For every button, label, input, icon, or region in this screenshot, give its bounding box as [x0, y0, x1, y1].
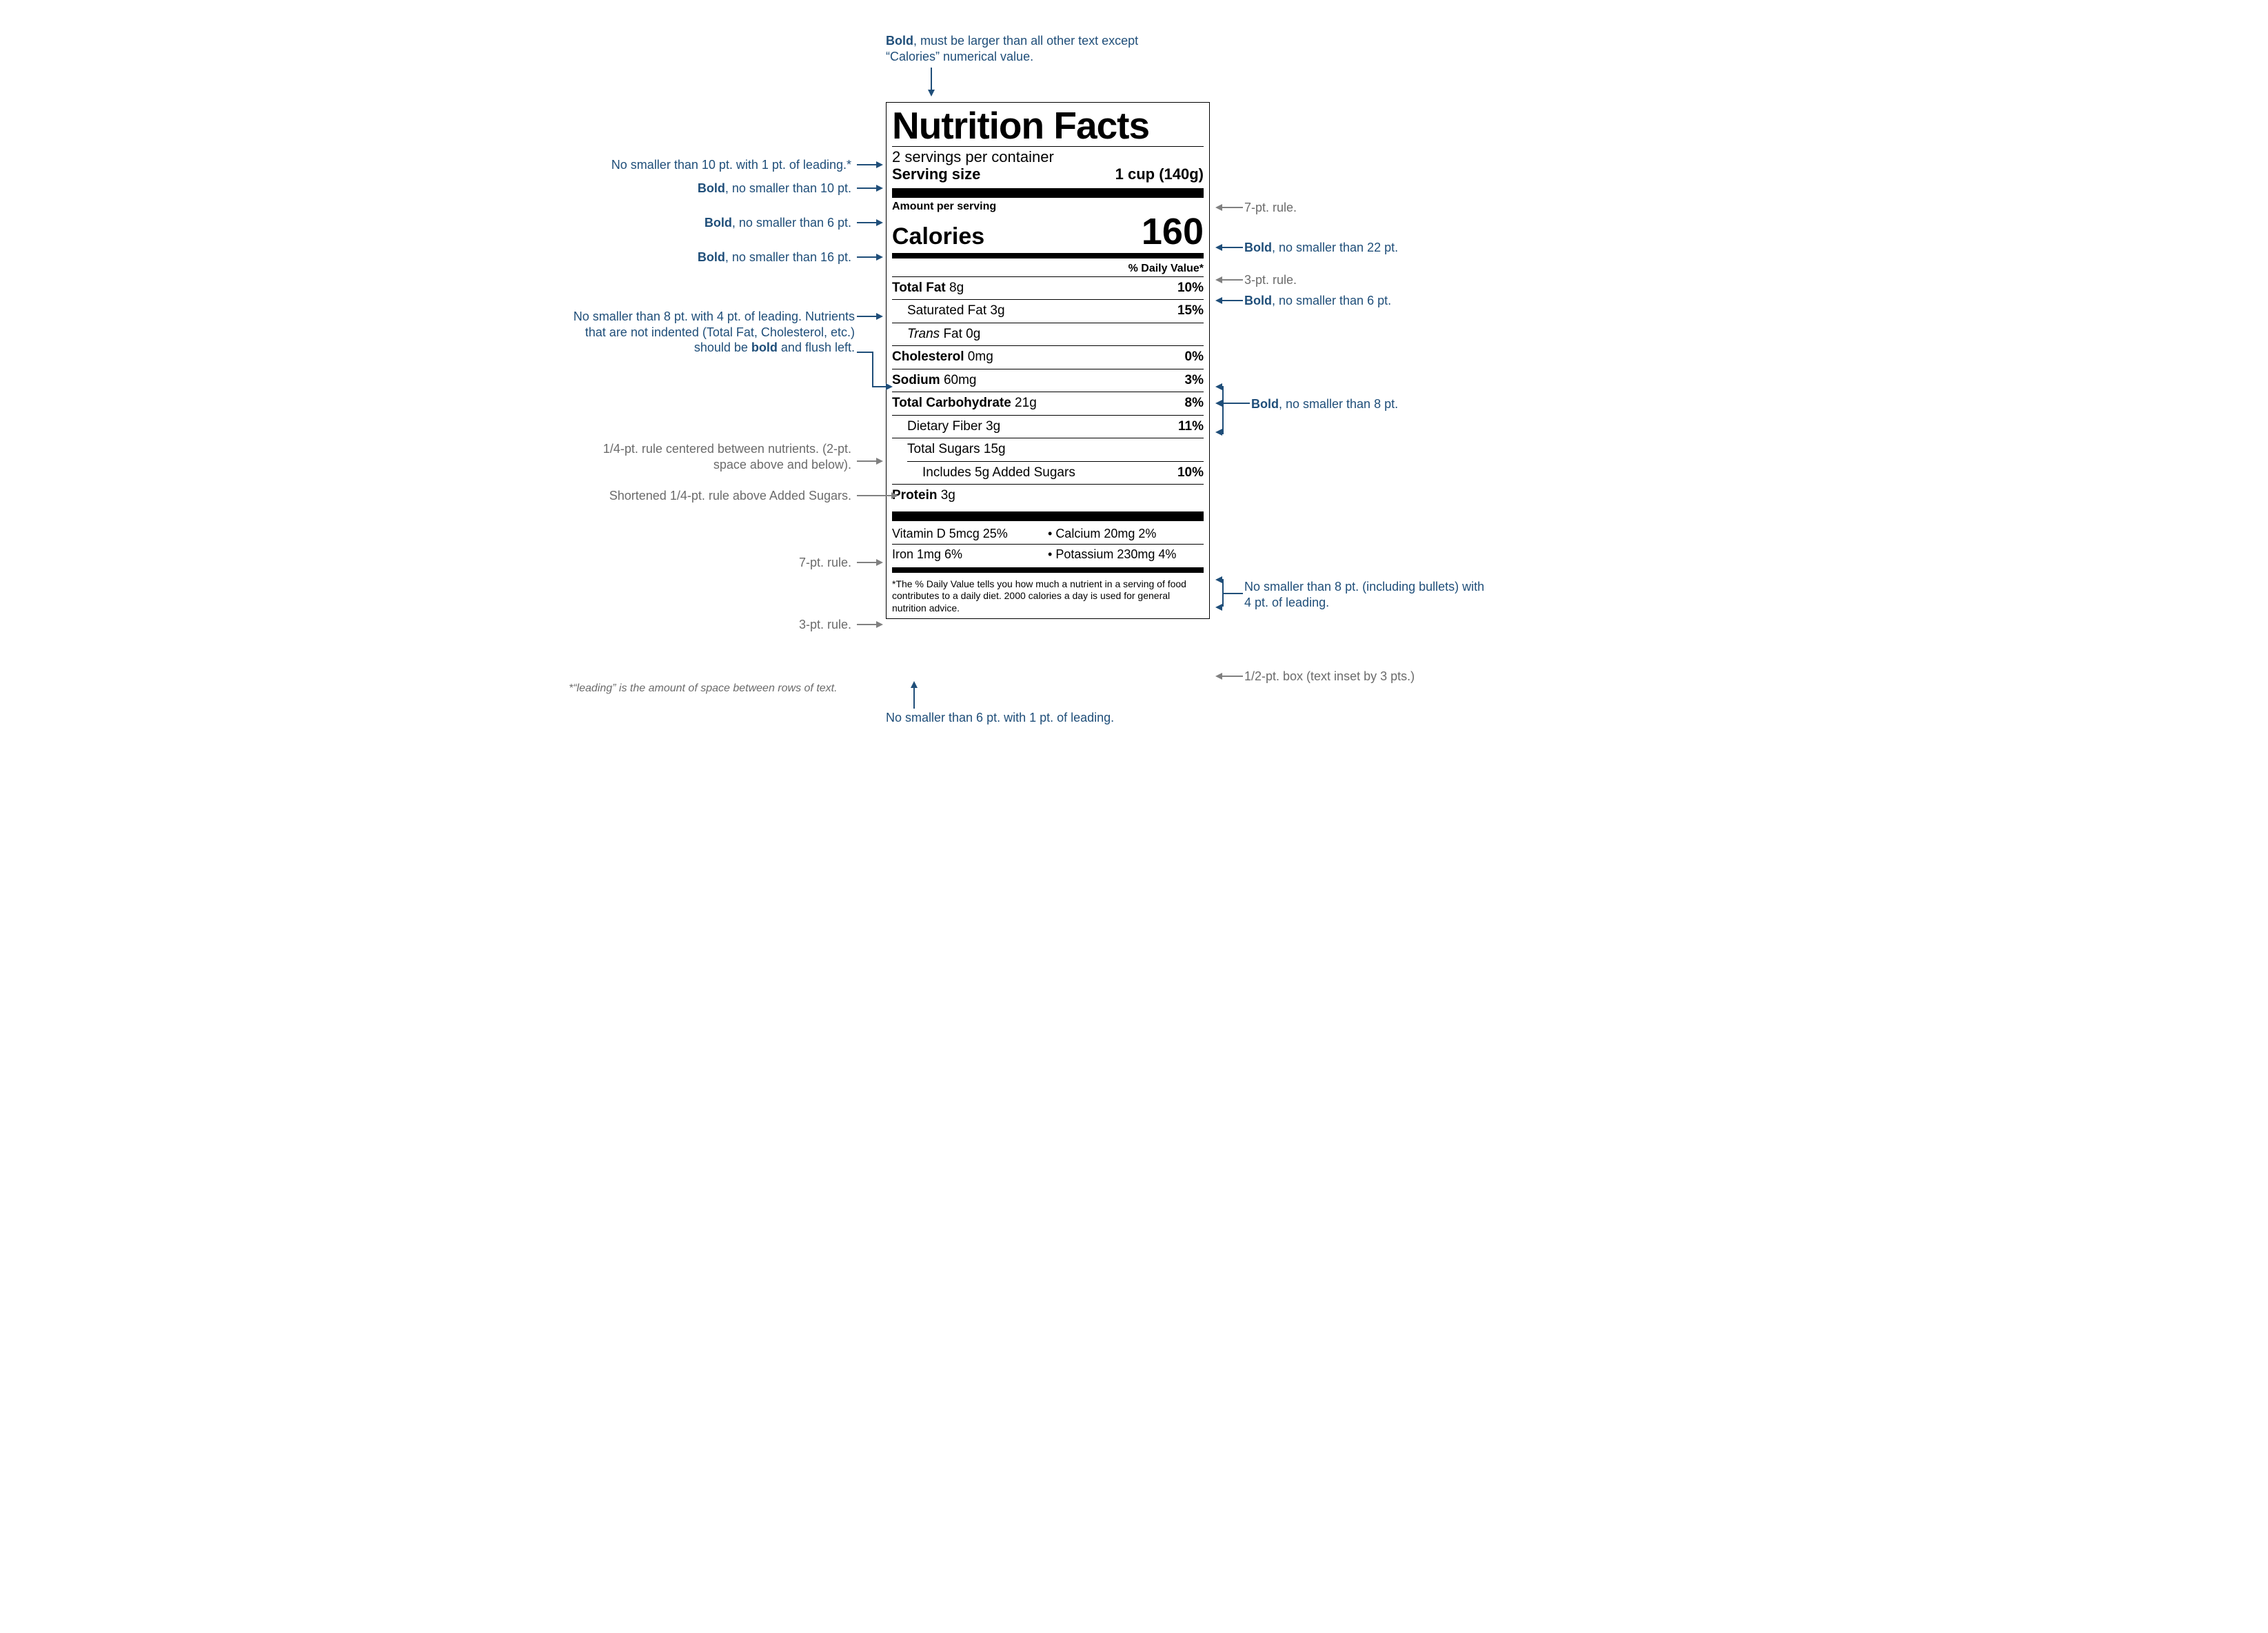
nutrient-row: Dietary Fiber 3g 11%	[892, 415, 1204, 438]
nutrient-label: Includes 5g Added Sugars	[892, 463, 1075, 483]
nutrient-rows: Total Fat 8g 10% Saturated Fat 3g 15% Trans …	[892, 276, 1204, 507]
serving-size-row: Serving size 1 cup (140g)	[892, 165, 1204, 183]
rule-7pt-before-vitamins	[892, 511, 1204, 521]
leading-note: *“leading” is the amount of space betwee…	[569, 682, 838, 695]
nutrient-label: Sodium 60mg	[892, 371, 976, 391]
vitamins-grid: Vitamin D 5mcg 25% Calcium 20mg 2% Iron …	[892, 524, 1204, 565]
diagram-stage: Nutrition Facts 2 servings per container…	[555, 28, 1713, 896]
anno-right-7pt: 7-pt. rule.	[1244, 200, 1297, 216]
iron: Iron 1mg 6%	[892, 544, 1048, 565]
anno-left-7pt: 7-pt. rule.	[569, 555, 851, 571]
nutrient-label: Dietary Fiber 3g	[892, 417, 1000, 437]
calories-value: 160	[1142, 213, 1204, 250]
rule-7pt-top	[892, 188, 1204, 198]
anno-right-3pt: 3-pt. rule.	[1244, 272, 1297, 288]
nutrient-pct: 10%	[1177, 463, 1204, 483]
serving-size-value: 1 cup (140g)	[1115, 165, 1204, 183]
nutrition-facts-panel: Nutrition Facts 2 servings per container…	[886, 102, 1210, 619]
servings-per-container: 2 servings per container	[892, 148, 1204, 165]
footnote-text: *The % Daily Value tells you how much a …	[892, 576, 1204, 615]
potassium: Potassium 230mg 4%	[1048, 544, 1204, 565]
anno-title: Bold, must be larger than all other text…	[886, 33, 1189, 64]
anno-vitamins: No smaller than 8 pt. (including bullets…	[1244, 579, 1492, 610]
anno-nutrient-block: No smaller than 8 pt. with 4 pt. of lead…	[555, 309, 855, 356]
anno-serving-size: Bold, no smaller than 10 pt.	[569, 181, 851, 196]
anno-amount: Bold, no smaller than 6 pt.	[569, 215, 851, 231]
nutrient-row: Protein 3g	[892, 484, 1204, 507]
nutrient-pct: 10%	[1177, 278, 1204, 298]
nutrient-pct: 11%	[1178, 417, 1204, 437]
rule-3pt-after-calories	[892, 253, 1204, 258]
nutrient-label: Total Carbohydrate 21g	[892, 394, 1037, 414]
calories-row: Calories 160	[892, 213, 1204, 250]
nutrient-pct: 3%	[1185, 371, 1204, 391]
vitamin-d: Vitamin D 5mcg 25%	[892, 524, 1048, 544]
anno-box: 1/2-pt. box (text inset by 3 pts.)	[1244, 669, 1415, 684]
calcium: Calcium 20mg 2%	[1048, 524, 1204, 544]
nutrient-row: Sodium 60mg 3%	[892, 369, 1204, 392]
nutrient-row: Includes 5g Added Sugars 10%	[892, 462, 1204, 485]
nutrient-row: Trans Fat 0g	[892, 323, 1204, 346]
nutrient-label: Total Fat 8g	[892, 278, 964, 298]
nutrient-pct: 0%	[1185, 347, 1204, 367]
anno-servings: No smaller than 10 pt. with 1 pt. of lea…	[569, 157, 851, 173]
anno-pct-bold: Bold, no smaller than 8 pt.	[1251, 396, 1398, 412]
nutrient-pct: 8%	[1185, 394, 1204, 414]
arrow-title	[931, 68, 932, 97]
daily-value-header: % Daily Value*	[892, 261, 1204, 276]
anno-left-3pt: 3-pt. rule.	[569, 617, 851, 633]
nutrient-label: Protein 3g	[892, 486, 955, 506]
nutrient-pct: 15%	[1177, 301, 1204, 321]
anno-cal-value: Bold, no smaller than 22 pt.	[1244, 240, 1398, 256]
nutrient-label: Total Sugars 15g	[892, 440, 1006, 460]
anno-short-rule: Shortened 1/4-pt. rule above Added Sugar…	[569, 488, 851, 504]
nutrient-label: Cholesterol 0mg	[892, 347, 993, 367]
rule-3pt-after-vitamins	[892, 567, 1204, 573]
nutrient-row: Saturated Fat 3g 15%	[892, 299, 1204, 323]
anno-quarter-rule: 1/4-pt. rule centered between nutrients.…	[569, 441, 851, 472]
nutrient-row: Total Sugars 15g	[892, 438, 1204, 461]
calories-label: Calories	[892, 225, 984, 248]
nutrient-label: Saturated Fat 3g	[892, 301, 1005, 321]
nutrient-label: Trans Fat 0g	[892, 325, 980, 345]
anno-dv-header: Bold, no smaller than 6 pt.	[1244, 293, 1391, 309]
anno-calories-label: Bold, no smaller than 16 pt.	[569, 250, 851, 265]
serving-size-label: Serving size	[892, 165, 980, 183]
nutrient-row: Total Fat 8g 10%	[892, 276, 1204, 300]
panel-title: Nutrition Facts	[892, 107, 1204, 145]
anno-footnote: No smaller than 6 pt. with 1 pt. of lead…	[886, 710, 1114, 726]
nutrient-row: Cholesterol 0mg 0%	[892, 345, 1204, 369]
nutrient-row: Total Carbohydrate 21g 8%	[892, 392, 1204, 415]
